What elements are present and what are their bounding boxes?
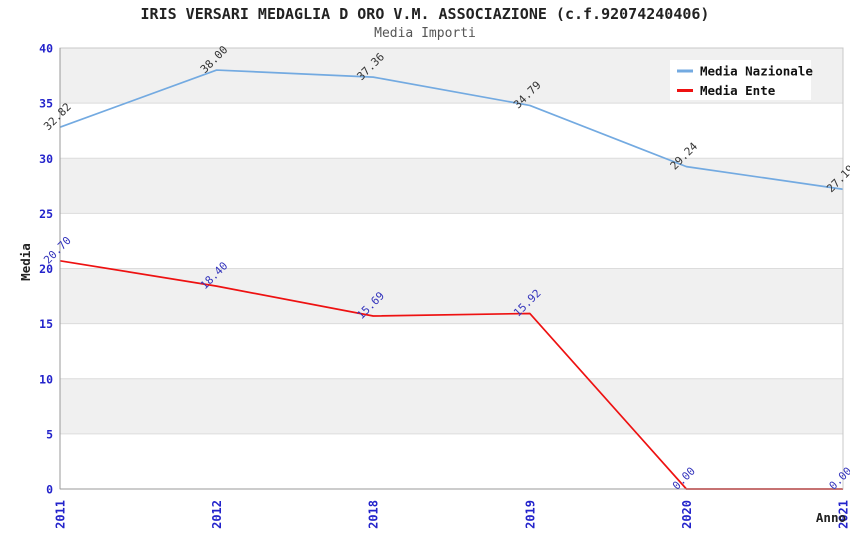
- plot-bands: [60, 48, 843, 489]
- x-tick-label: 2018: [367, 500, 381, 529]
- legend-item-label: Media Ente: [700, 83, 776, 98]
- y-tick-label: 35: [39, 97, 53, 111]
- x-axis: 2011 2012 2018 2019 2020 2021: [54, 500, 850, 529]
- y-tick-label: 0: [46, 483, 53, 497]
- y-tick-label: 40: [39, 42, 53, 56]
- y-axis: 0 5 10 15 20 25 30 35 40: [39, 42, 53, 497]
- chart-title: IRIS VERSARI MEDAGLIA D ORO V.M. ASSOCIA…: [141, 5, 710, 23]
- y-tick-label: 5: [46, 427, 53, 441]
- gridlines: [60, 102, 843, 435]
- y-tick-label: 20: [39, 262, 53, 276]
- x-tick-label: 2019: [523, 500, 537, 529]
- y-tick-label: 25: [39, 207, 53, 221]
- plot-border: [59, 47, 844, 490]
- x-tick-label: 2021: [837, 500, 850, 529]
- y-tick-label: 10: [39, 372, 53, 386]
- series-line: [59, 69, 844, 191]
- plot-band: [60, 378, 843, 434]
- legend-item-label: Media Nazionale: [700, 64, 813, 79]
- plot-band: [60, 433, 843, 489]
- plot-band: [60, 213, 843, 269]
- x-tick-label: 2012: [210, 500, 224, 529]
- legend: Media Nazionale Media Ente: [670, 60, 813, 100]
- x-axis-title: Anno: [816, 510, 846, 525]
- y-tick-label: 15: [39, 317, 53, 331]
- legend-box: [670, 60, 811, 100]
- plot-band: [60, 158, 843, 214]
- chart-subtitle: Media Importi: [374, 26, 476, 41]
- x-tick-label: 2011: [54, 500, 68, 529]
- plot-band: [60, 323, 843, 379]
- x-tick-label: 2020: [680, 500, 694, 529]
- y-axis-title: Media: [18, 243, 33, 281]
- plot-band: [60, 103, 843, 159]
- y-tick-label: 30: [39, 152, 53, 166]
